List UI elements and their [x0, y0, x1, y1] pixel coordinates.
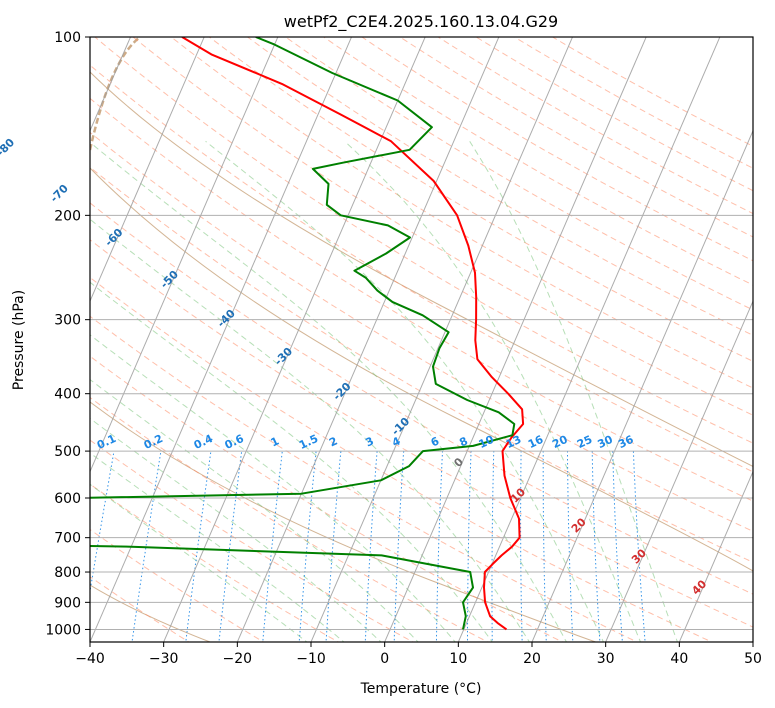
y-tick-label: 300 [54, 313, 81, 329]
dry-adiabat [132, 37, 753, 416]
mixing-ratio-line [567, 451, 574, 642]
wind-curve [90, 71, 753, 468]
mixing-ratio-line [591, 451, 601, 642]
isotherm-line [90, 37, 279, 473]
mixing-ratio-label: 20 [550, 433, 570, 451]
isotherm-line [605, 299, 753, 642]
y-tick-label: 400 [54, 387, 81, 403]
x-tick-label: 50 [744, 651, 762, 667]
moist-adiabat [90, 483, 308, 642]
dry-adiabat [90, 276, 713, 642]
x-tick-label: 40 [670, 651, 688, 667]
mixing-ratio-line [393, 451, 405, 642]
moist-adiabat [90, 378, 419, 642]
y-tick-label: 700 [54, 531, 81, 547]
y-tick-label: 600 [54, 491, 81, 507]
isotherm-line [457, 37, 721, 642]
moist-adiabat [344, 140, 642, 642]
dry-adiabat [90, 202, 753, 595]
mixing-ratio-label: 30 [596, 433, 616, 451]
x-tick-label: −20 [223, 651, 253, 667]
isotherm-line [384, 37, 647, 642]
mixing-ratio-line [491, 451, 495, 642]
isotherm-line [90, 37, 353, 642]
isotherm-line [236, 37, 500, 642]
y-axis-label: Pressure (hPa) [11, 290, 27, 390]
isotherm-line [90, 37, 205, 303]
moist-adiabat [90, 452, 345, 642]
moist-adiabat [90, 417, 382, 642]
series-line-1 [181, 37, 525, 631]
chart-title: wetPf2_C2E4.2025.160.13.04.G29 [284, 12, 558, 32]
series-layer [90, 37, 525, 631]
axis-ticks: −40 −30 −20 −10 0 10 20 30 40 50 100 200 300 400 500 60… [45, 30, 762, 667]
moist-adiabat [205, 140, 605, 642]
plot-frame [89, 36, 754, 643]
moist-adiabat [469, 141, 678, 642]
dry-adiabat [94, 37, 753, 444]
mixing-ratio-line [542, 451, 547, 642]
y-tick-label: 900 [54, 595, 81, 611]
mixing-ratio-label: 36 [616, 433, 636, 451]
dry-adiabat [90, 439, 414, 642]
y-tick-label: 100 [54, 30, 81, 46]
x-axis-label: Temperature (°C) [360, 681, 482, 697]
dry-adiabat [208, 37, 753, 362]
mixing-ratio-label: 10 [477, 433, 497, 451]
x-tick-label: 20 [523, 651, 541, 667]
moist-adiabat [90, 281, 493, 642]
mixing-ratio-line [435, 451, 443, 642]
isotherm-line [90, 37, 132, 132]
x-tick-label: 30 [597, 651, 615, 667]
isotherm-line [531, 129, 753, 642]
y-tick-label: 800 [54, 565, 81, 581]
wind-curve [90, 584, 211, 642]
x-tick-label: −30 [149, 651, 179, 667]
x-tick-label: −40 [75, 651, 105, 667]
x-tick-label: 0 [380, 651, 389, 667]
series-line-2 [90, 37, 516, 630]
x-tick-label: −10 [296, 651, 326, 667]
grid-lines [90, 37, 753, 642]
y-tick-label: 1000 [45, 622, 81, 638]
isotherm-line [310, 37, 574, 642]
dry-adiabat [90, 396, 489, 642]
dry-adiabat [90, 166, 753, 563]
dry-adiabat [246, 37, 753, 336]
wind-curve [90, 167, 753, 572]
mixing-ratio-label: 25 [575, 433, 594, 451]
mixing-ratio-label: 13 [504, 433, 523, 451]
isotherm-line [678, 470, 753, 642]
moist-adiabat [90, 334, 456, 642]
wind-curve [90, 37, 141, 151]
moist-adiabat [90, 141, 568, 642]
mixing-ratio-line [467, 451, 472, 642]
dry-adiabat [90, 131, 753, 532]
mixing-ratio-label: 16 [526, 433, 546, 451]
isotherm-line [163, 37, 426, 642]
y-tick-label: 200 [54, 208, 81, 224]
y-tick-label: 500 [54, 444, 81, 460]
moist-adiabat [90, 218, 531, 642]
x-tick-label: 10 [449, 651, 467, 667]
mixing-ratio-line [520, 451, 523, 642]
